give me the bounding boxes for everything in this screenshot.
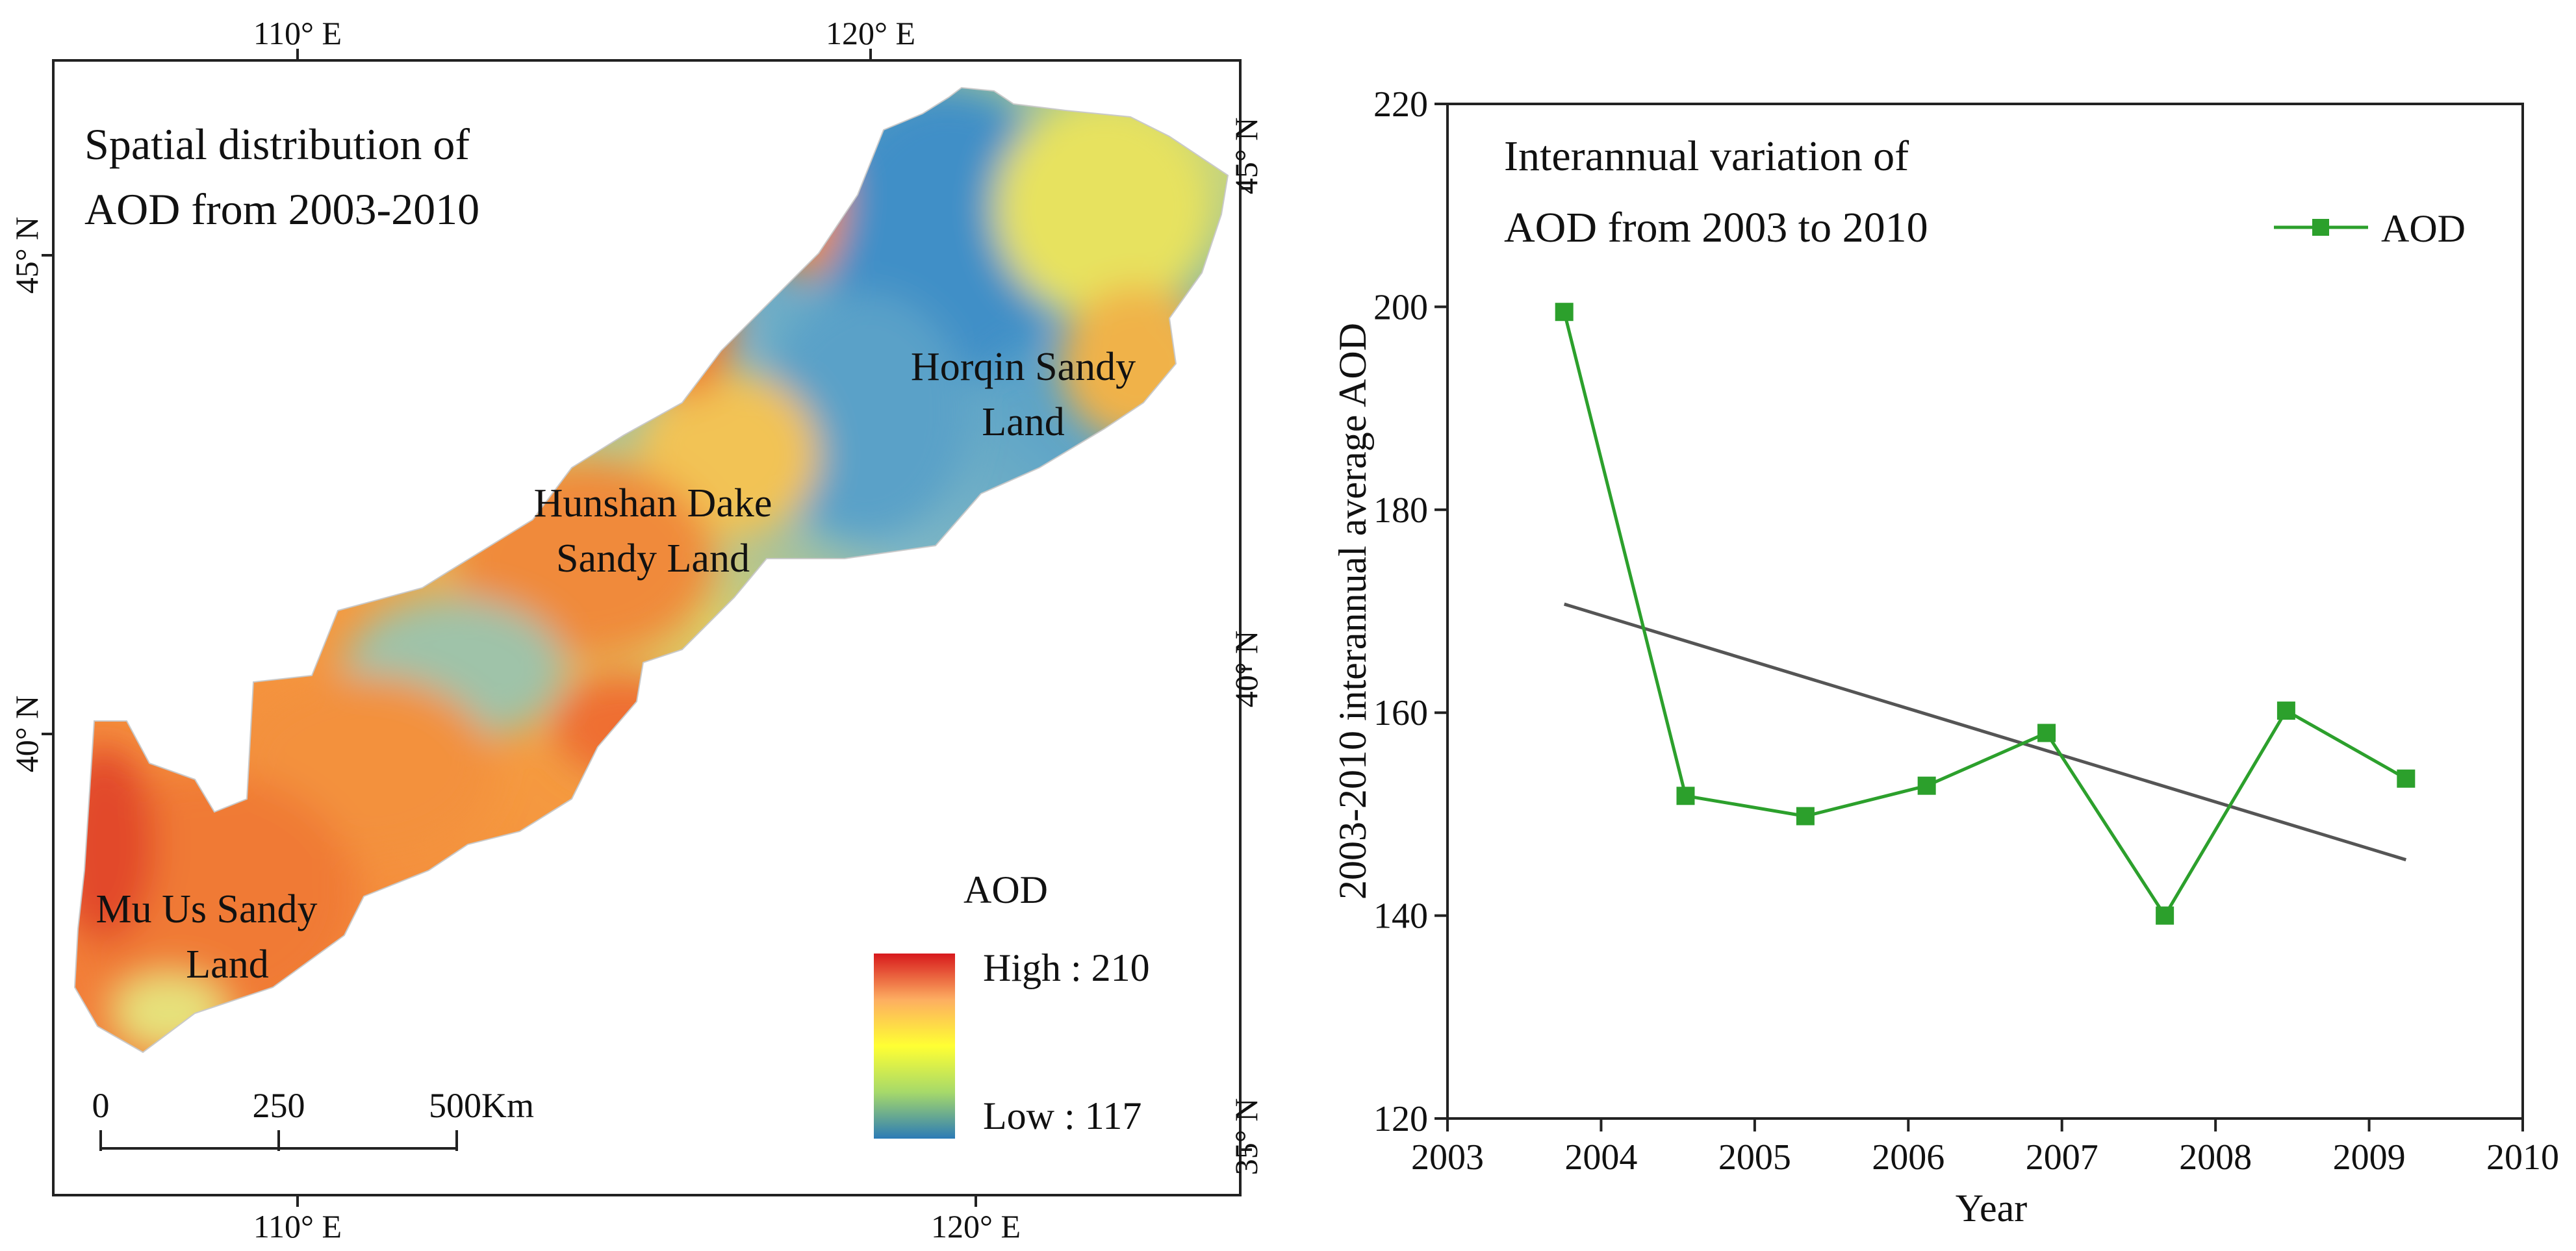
region-label-horqin-1: Horqin Sandy (911, 345, 1136, 389)
chart-legend: AOD (2274, 207, 2466, 250)
map-title-line-2: AOD from 2003-2010 (84, 184, 479, 234)
y-axis-label: 2003-2010 interannual average AOD (1331, 323, 1374, 900)
legend-label-aod: AOD (2381, 207, 2466, 250)
lat-label-right-45: 45° N (1228, 118, 1264, 195)
x-tick-label: 2004 (1564, 1137, 1637, 1178)
y-tick-label: 220 (1373, 84, 1428, 125)
map-frame-ticks (42, 49, 1252, 1207)
legend-low-label: Low : 117 (983, 1094, 1141, 1137)
region-label-hunshan-1: Hunshan Dake (534, 481, 772, 525)
series-layer (1555, 303, 2416, 925)
lon-label-top-110: 110° E (253, 15, 342, 51)
y-tick-label: 120 (1373, 1099, 1428, 1139)
lat-label-left-45: 45° N (8, 217, 45, 294)
aod-point (1555, 303, 1574, 322)
map-panel: 110° E 120° E 110° E 120° E 45° N 40° N … (8, 15, 1264, 1245)
x-tick-label: 2007 (2026, 1137, 2098, 1178)
lon-label-bottom-120: 120° E (931, 1208, 1021, 1245)
map-legend: AOD High : 210 Low : 117 (874, 868, 1150, 1139)
y-tick-label: 160 (1373, 693, 1428, 733)
scale-label-0: 0 (92, 1086, 110, 1125)
x-tick-label: 2009 (2333, 1137, 2406, 1178)
legend-color-ramp (874, 954, 955, 1139)
aod-point (2397, 769, 2416, 788)
region-label-muus-2: Land (186, 942, 268, 987)
scale-bar: 0 250 500Km (92, 1086, 534, 1151)
x-axis-label: Year (1956, 1187, 2028, 1230)
legend-title: AOD (963, 868, 1048, 911)
scale-label-500km: 500Km (429, 1086, 534, 1125)
legend-marker-aod (2312, 219, 2329, 236)
aod-point (1917, 776, 1936, 795)
aod-point (2037, 724, 2056, 742)
lat-label-right-35: 35° N (1228, 1098, 1264, 1176)
chart-title-line-2: AOD from 2003 to 2010 (1504, 204, 1928, 251)
x-tick-label: 2003 (1411, 1137, 1484, 1178)
x-tick-label: 2005 (1718, 1137, 1791, 1178)
aod-point (2156, 906, 2174, 925)
map-title-line-1: Spatial distribution of (84, 120, 470, 169)
region-label-hunshan-2: Sandy Land (556, 537, 750, 581)
x-tick-label: 2010 (2486, 1137, 2559, 1178)
scale-label-250: 250 (253, 1086, 305, 1125)
y-tick-label: 200 (1373, 287, 1428, 327)
y-axis: 120 140 160 180 200 220 (1373, 84, 1447, 1139)
aod-point (1676, 787, 1695, 805)
aod-point (2276, 701, 2295, 720)
y-tick-label: 180 (1373, 490, 1428, 531)
plot-area (1446, 103, 2524, 1120)
chart-title-line-1: Interannual variation of (1504, 133, 1909, 180)
lat-label-left-40: 40° N (8, 696, 45, 773)
trend-line (1563, 602, 2407, 862)
x-tick-label: 2006 (1872, 1137, 1945, 1178)
lon-label-bottom-110: 110° E (253, 1208, 342, 1245)
x-tick-label: 2008 (2179, 1137, 2252, 1178)
y-tick-label: 140 (1373, 896, 1428, 937)
x-axis: 2003 2004 2005 2006 2007 2008 2009 2010 (1411, 1118, 2559, 1178)
region-label-muus-1: Mu Us Sandy (96, 887, 317, 931)
legend-high-label: High : 210 (983, 946, 1150, 989)
aod-series-line (1562, 311, 2407, 919)
lat-label-right-40: 40° N (1228, 631, 1264, 708)
region-label-horqin-2: Land (982, 400, 1064, 444)
aod-point (1796, 807, 1815, 826)
lon-label-top-120: 120° E (826, 15, 915, 51)
